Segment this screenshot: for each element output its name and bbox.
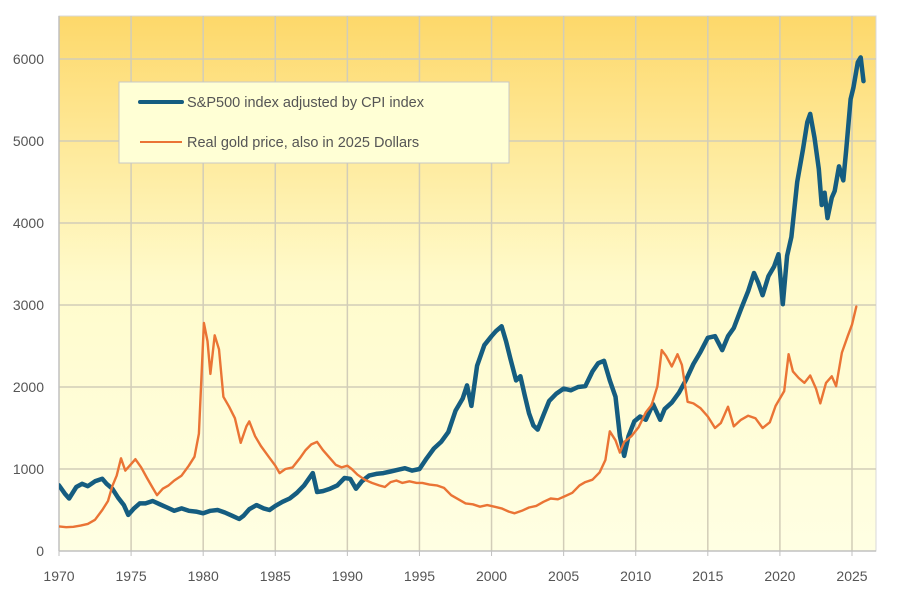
legend-label-sp500: S&P500 index adjusted by CPI index <box>187 95 425 111</box>
x-tick-label: 2025 <box>836 568 867 584</box>
y-tick-label: 5000 <box>13 133 44 149</box>
axes <box>58 16 876 556</box>
y-tick-label: 2000 <box>13 379 44 395</box>
y-tick-label: 4000 <box>13 215 44 231</box>
legend-box <box>118 81 510 164</box>
y-tick-label: 3000 <box>13 297 44 313</box>
series-line-sp500 <box>59 55 866 522</box>
x-tick-label: 1975 <box>116 568 147 584</box>
x-tick-label: 2010 <box>620 568 651 584</box>
x-axis-labels: 1970 1975 1980 1985 1990 1995 2000 2005 2010 2015… <box>43 568 867 584</box>
x-tick-label: 1985 <box>260 568 291 584</box>
series-line-gold <box>59 305 858 529</box>
y-tick-label: 1000 <box>13 461 44 477</box>
y-axis-labels: 0 1000 2000 3000 4000 5000 6000 <box>13 51 44 559</box>
legend-label-gold: Real gold price, also in 2025 Dollars <box>187 135 419 151</box>
x-tick-label: 2015 <box>692 568 723 584</box>
y-tick-label: 6000 <box>13 51 44 67</box>
series-group <box>59 55 866 529</box>
x-tick-label: 2020 <box>764 568 795 584</box>
y-tick-label: 0 <box>36 543 44 559</box>
x-tick-label: 1995 <box>404 568 435 584</box>
x-tick-label: 2005 <box>548 568 579 584</box>
legend: S&P500 index adjusted by CPI index Real … <box>118 81 510 164</box>
x-tick-label: 1970 <box>43 568 74 584</box>
x-tick-label: 1990 <box>332 568 363 584</box>
x-tick-label: 2000 <box>476 568 507 584</box>
x-tick-label: 1980 <box>188 568 219 584</box>
